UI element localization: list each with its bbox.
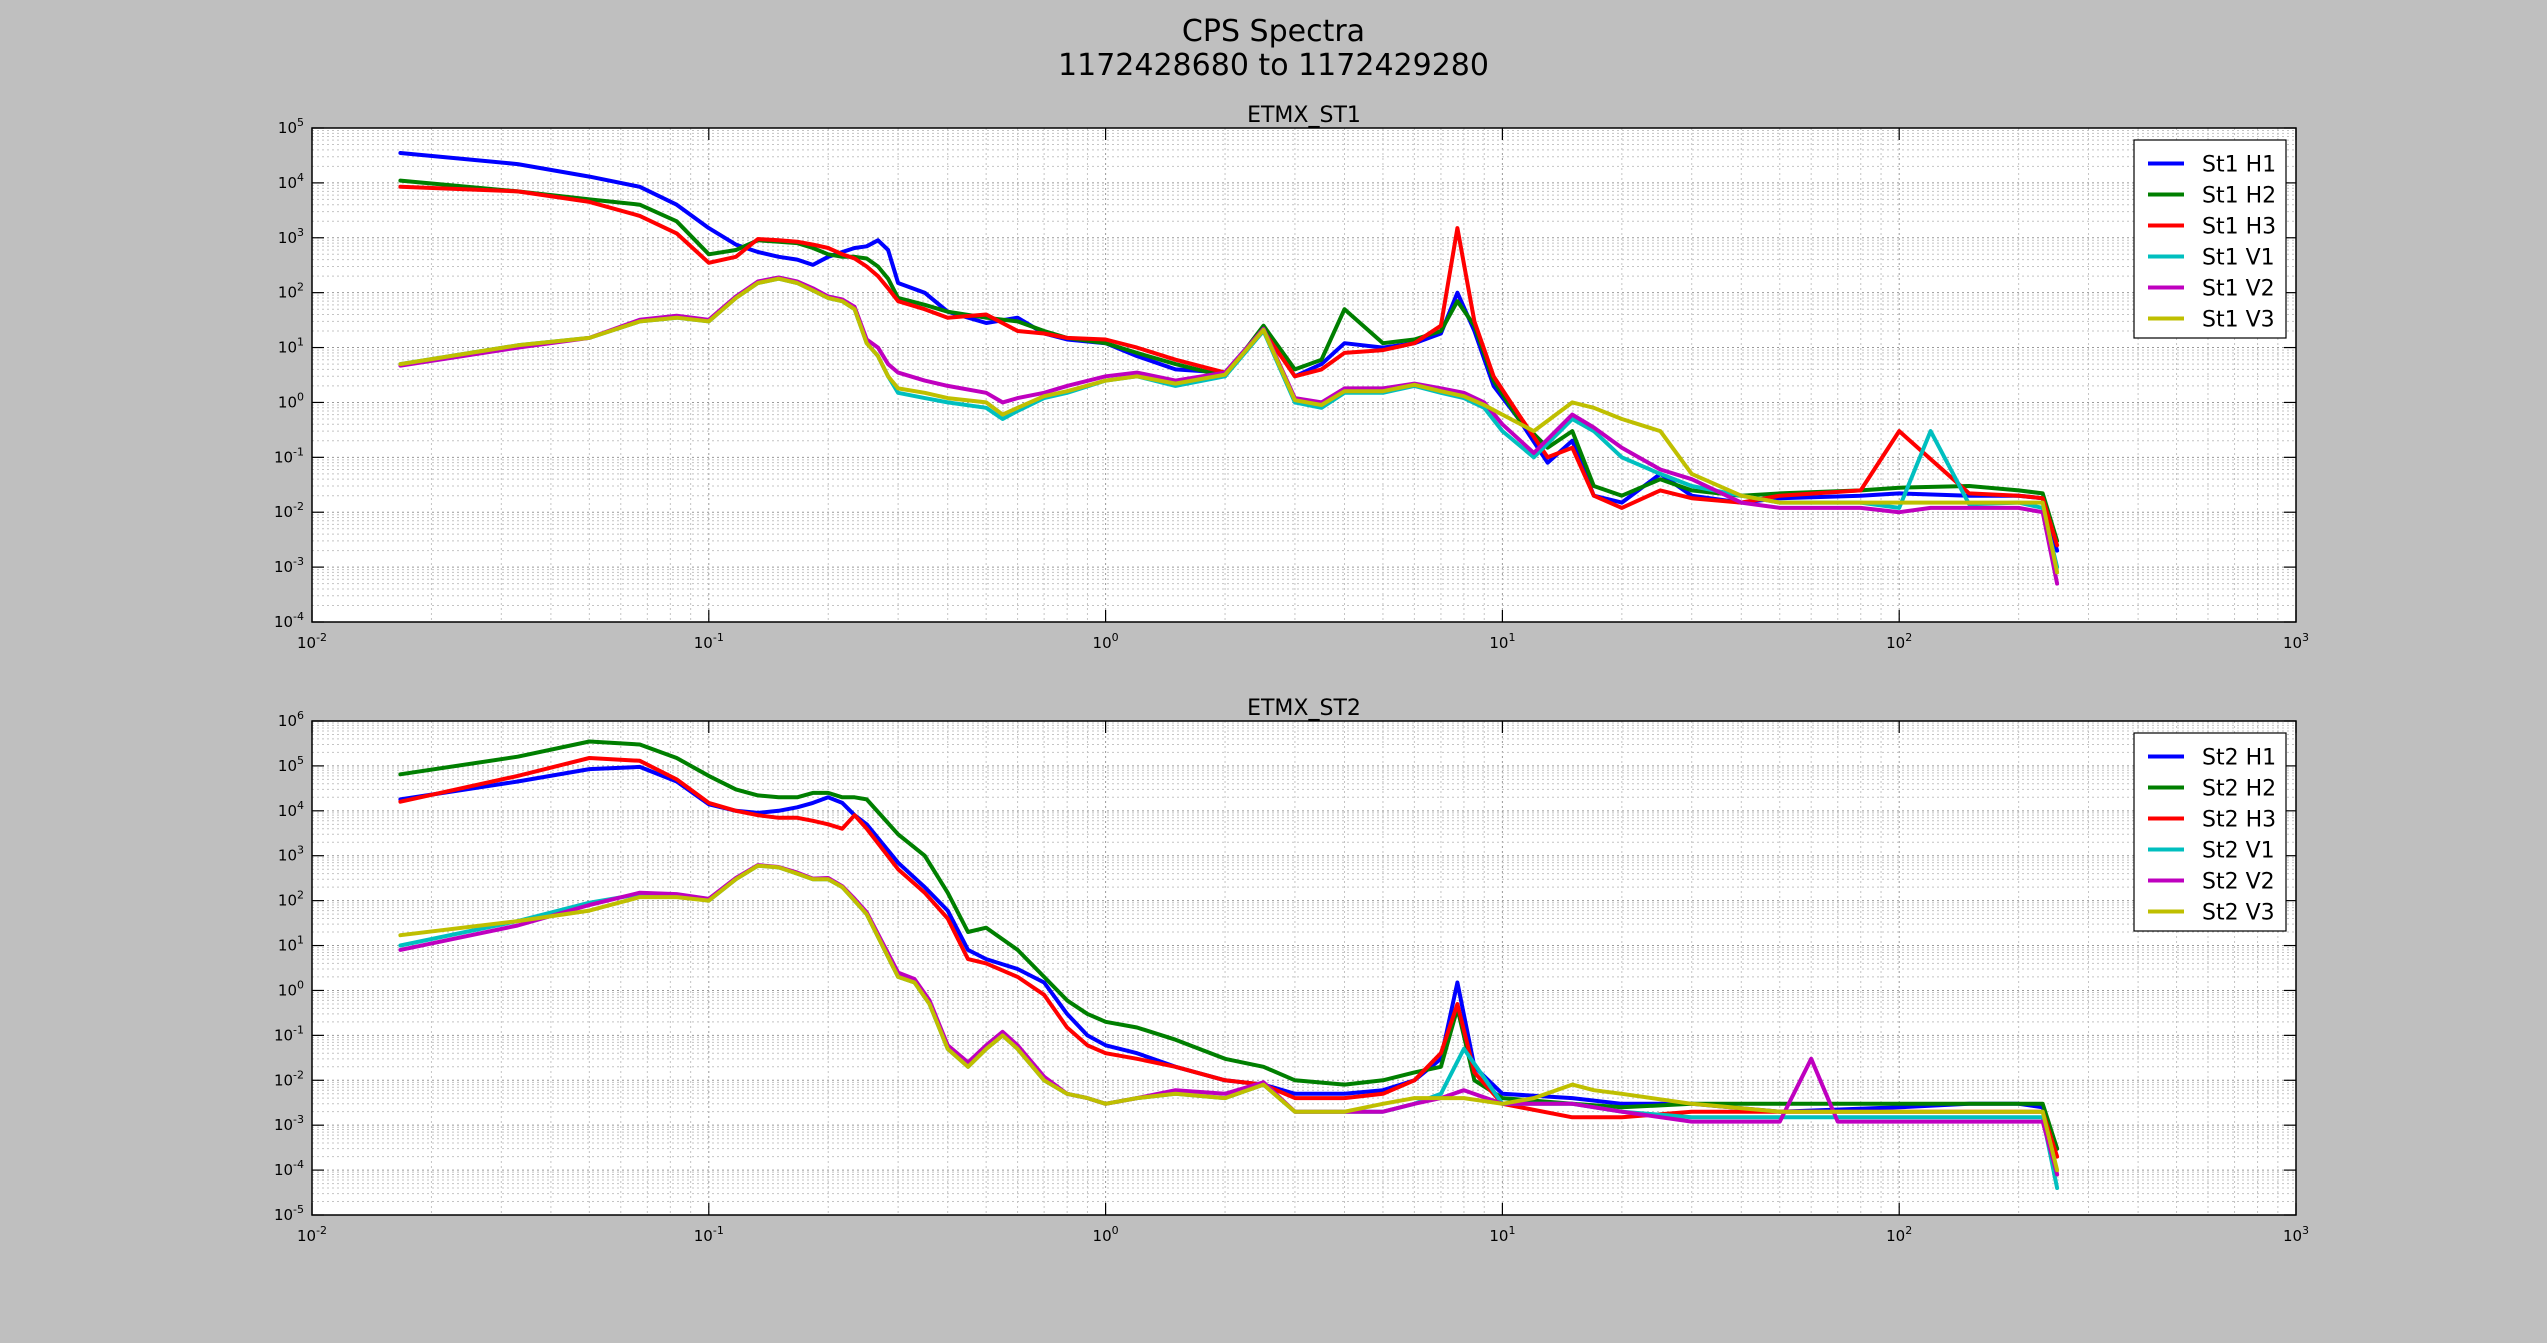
axes-frame [311, 720, 2297, 1216]
y-tick-label: 104 [278, 171, 304, 192]
x-tick-label: 101 [1489, 631, 1515, 652]
x-tick-label: 100 [1093, 1224, 1119, 1245]
grid [311, 128, 2296, 623]
y-tick-label: 102 [278, 889, 304, 910]
series-line-st2-v3 [398, 863, 2060, 1173]
legend-entry: St1 H1 [2202, 153, 2276, 178]
x-tick-label: 102 [1886, 1224, 1912, 1245]
subplot-title: ETMX_ST2 [1247, 696, 1361, 721]
figure-title-line1: CPS Spectra [1181, 14, 1366, 49]
series-group [398, 739, 2060, 1190]
legend-entry: St2 V3 [2202, 901, 2275, 926]
legend-entry: St1 V1 [2202, 246, 2275, 271]
subplot-etmx-st2: 10-2 10-1 100 101 102 103 10-5 10-4 10-3 10-2 10-1… [274, 696, 2309, 1245]
y-tick-label: 104 [278, 799, 304, 820]
y-tick-label: 101 [278, 934, 304, 955]
legend-box [2133, 139, 2287, 339]
grid [311, 721, 2296, 1216]
series-line-st1-h3 [398, 184, 2060, 548]
legend-entry: St1 V2 [2202, 277, 2275, 302]
y-tick-label: 10-2 [274, 1068, 304, 1089]
y-tick-label: 10-2 [274, 500, 304, 521]
x-tick-label: 10-1 [694, 631, 724, 652]
legend: St1 H1 St1 H2 St1 H3 St1 V1 St1 V2 St1 V3 [2133, 139, 2287, 339]
y-tick-label: 103 [278, 226, 304, 247]
x-tick-label: 102 [1886, 631, 1912, 652]
y-tick-label: 100 [278, 978, 304, 999]
legend: St2 H1 St2 H2 St2 H3 St2 V1 St2 V2 St2 V3 [2133, 732, 2287, 932]
legend-entry: St2 H2 [2202, 777, 2276, 802]
y-tick-label: 101 [278, 336, 304, 357]
legend-entry: St1 H3 [2202, 215, 2276, 240]
subplot-etmx-st1: 10-2 10-1 100 101 102 103 10-4 10-3 10-2 10-1 100 1… [274, 103, 2309, 652]
y-tick-label: 10-3 [274, 1113, 304, 1134]
figure-title-line2: 1172428680 to 1172429280 [1058, 48, 1489, 83]
y-tick-label: 102 [278, 281, 304, 302]
legend-entry: St2 V1 [2202, 839, 2275, 864]
x-tick-label: 103 [2283, 631, 2309, 652]
series-line-st1-v3 [398, 276, 2060, 575]
x-tick-label: 103 [2283, 1224, 2309, 1245]
x-tick-label: 10-1 [694, 1224, 724, 1245]
series-line-st2-h1 [398, 764, 2060, 1151]
axes-frame [311, 127, 2297, 623]
series-line-st2-h2 [398, 739, 2060, 1151]
x-tick-label: 10-2 [297, 1224, 327, 1245]
series-line-st2-h3 [398, 756, 2060, 1159]
y-tick-label: 103 [278, 844, 304, 865]
y-tick-label: 100 [278, 390, 304, 411]
x-tick-label: 101 [1489, 1224, 1515, 1245]
legend-entry: St2 H3 [2202, 808, 2276, 833]
y-tick-label: 10-5 [274, 1203, 304, 1224]
y-tick-label: 106 [278, 709, 304, 730]
y-tick-label: 10-1 [274, 445, 304, 466]
legend-box [2133, 732, 2287, 932]
y-tick-label: 105 [278, 116, 304, 137]
plot-area [312, 721, 2296, 1215]
legend-entry: St2 V2 [2202, 870, 2275, 895]
y-tick-label: 105 [278, 754, 304, 775]
y-tick-label: 10-3 [274, 555, 304, 576]
x-tick-label: 100 [1093, 631, 1119, 652]
subplot-title: ETMX_ST1 [1247, 103, 1361, 128]
legend-entry: St1 V3 [2202, 308, 2275, 333]
y-tick-label: 10-4 [274, 610, 304, 631]
y-tick-label: 10-1 [274, 1023, 304, 1044]
y-tick-label: 10-4 [274, 1158, 304, 1179]
legend-entry: St2 H1 [2202, 746, 2276, 771]
x-tick-label: 10-2 [297, 631, 327, 652]
series-group [398, 151, 2060, 586]
legend-entry: St1 H2 [2202, 184, 2276, 209]
